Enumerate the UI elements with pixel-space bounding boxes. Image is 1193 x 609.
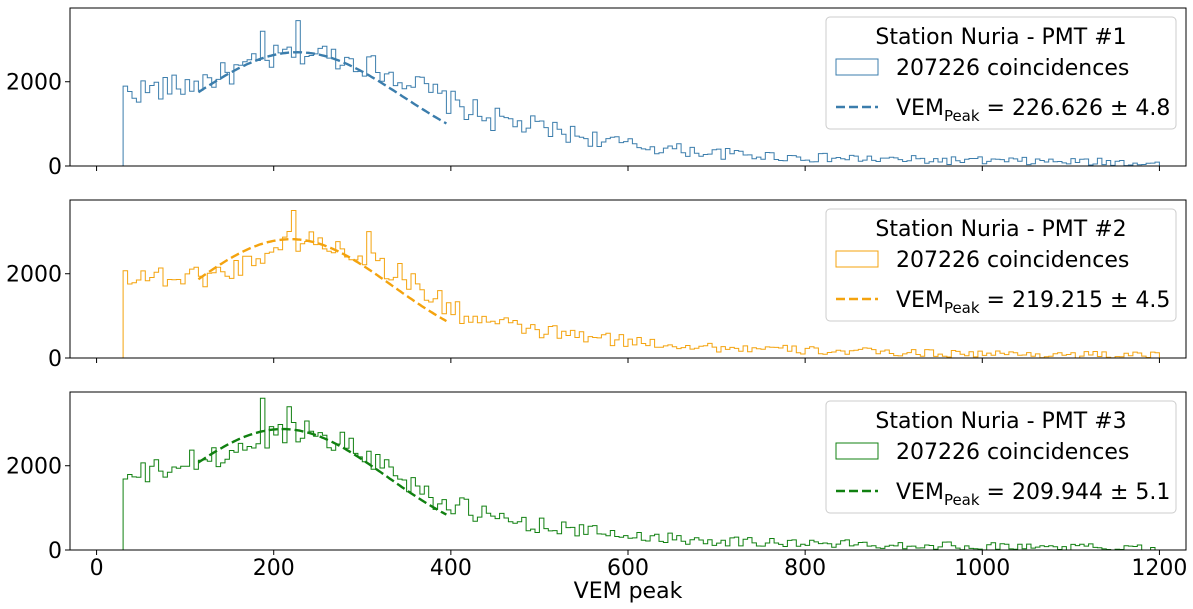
panel-2: 0 2000 Station Nuria - PMT #2 207226 coinci… <box>6 199 1187 372</box>
legend-title: Station Nuria - PMT #1 <box>875 25 1126 50</box>
panel-3: 0 2000 0 200 400 600 800 1000 1200 Station Nuria … <box>6 391 1187 581</box>
fit-curve-2 <box>197 238 448 323</box>
x-tick-label: 800 <box>784 556 826 581</box>
x-tick-label: 600 <box>607 556 649 581</box>
x-tick-label: 0 <box>90 556 104 581</box>
legend-hist-swatch <box>835 250 879 268</box>
legend-3: Station Nuria - PMT #3 207226 coincidence… <box>825 400 1177 514</box>
legend-hist-label: 207226 coincidences <box>896 440 1129 465</box>
legend-title: Station Nuria - PMT #2 <box>875 217 1126 242</box>
x-tick-label: 400 <box>430 556 472 581</box>
legend-2: Station Nuria - PMT #2 207226 coincidence… <box>825 208 1177 322</box>
y-tick-label: 0 <box>48 155 62 180</box>
legend-fit-label: VEMPeak = 219.215 ± 4.5 <box>896 288 1170 317</box>
fit-curve-3 <box>197 427 447 516</box>
histogram-1 <box>122 20 1160 167</box>
y-tick-label: 0 <box>48 539 62 564</box>
x-tick-label: 200 <box>253 556 295 581</box>
legend-box <box>825 16 1177 130</box>
x-tick-label: 1000 <box>954 556 1010 581</box>
histogram-2 <box>122 210 1160 359</box>
legend-hist-label: 207226 coincidences <box>896 248 1129 273</box>
legend-fit-label: VEMPeak = 226.626 ± 4.8 <box>896 96 1170 125</box>
y-tick-label: 0 <box>48 347 62 372</box>
y-tick-label: 2000 <box>6 455 62 480</box>
legend-title: Station Nuria - PMT #3 <box>875 409 1126 434</box>
legend-box <box>825 208 1177 322</box>
y-tick-label: 2000 <box>6 263 62 288</box>
x-axis-label: VEM peak <box>574 579 683 604</box>
legend-hist-swatch <box>835 442 879 460</box>
legend-1: Station Nuria - PMT #1 207226 coincidence… <box>825 16 1177 130</box>
legend-fit-label: VEMPeak = 209.944 ± 5.1 <box>896 480 1170 509</box>
panel-1: 0 2000 Station Nuria - PMT #1 207226 coinci… <box>6 7 1187 180</box>
x-tick-label: 1200 <box>1131 556 1187 581</box>
legend-hist-swatch <box>835 58 879 76</box>
legend-box <box>825 400 1177 514</box>
y-tick-label: 2000 <box>6 71 62 96</box>
legend-hist-label: 207226 coincidences <box>896 56 1129 81</box>
fit-curve-1 <box>197 50 448 125</box>
